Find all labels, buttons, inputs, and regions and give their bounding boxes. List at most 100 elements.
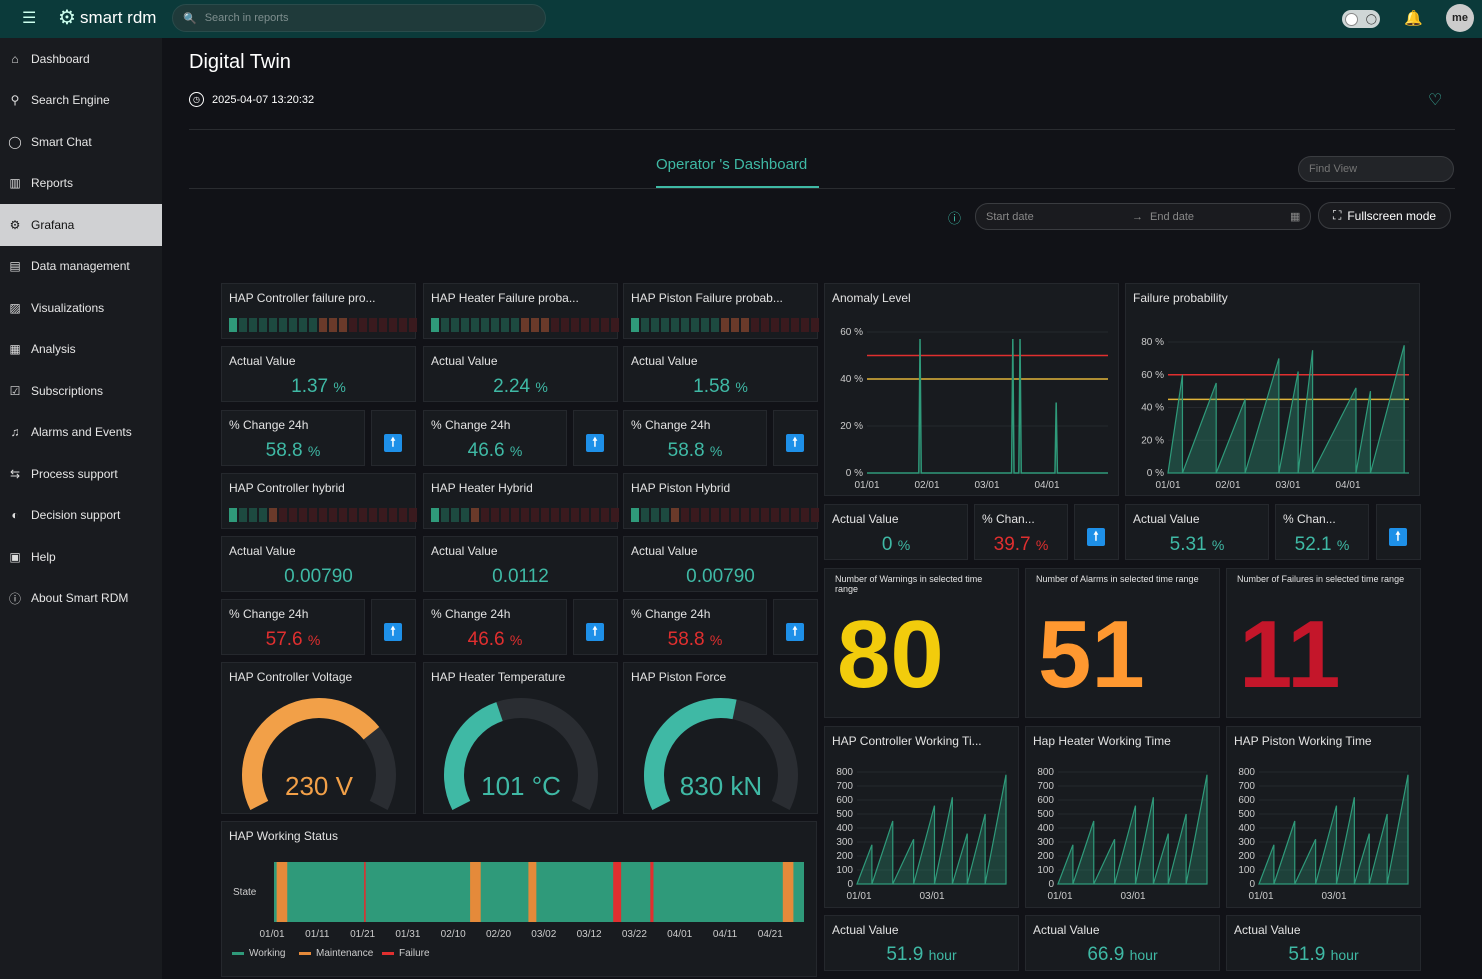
sidebar-item-process-support[interactable]: ⇆ Process support [0,453,162,495]
find-view-input[interactable] [1298,156,1454,182]
gauge-fill [644,698,737,810]
panel-title: Actual Value [1234,923,1301,937]
panel-title: HAP Controller hybrid [229,481,345,495]
sidebar-item-grafana[interactable]: ⚙ Grafana [0,204,162,246]
sidebar-item-about-smart-rdm[interactable]: ⓘ About Smart RDM [0,578,162,620]
date-range-picker[interactable]: Start date → End date ▦ [975,203,1311,230]
value-number: 66.9 [1087,944,1125,965]
y-tick-label: 600 [836,795,853,806]
x-tick-label: 01/01 [259,929,284,940]
bar-segment [399,508,407,522]
panel-title: HAP Controller Voltage [229,670,353,684]
value-number: 51.9 [1288,944,1326,965]
bar-segment [711,318,719,332]
toggle-knob [1345,12,1358,26]
sidebar-item-subscriptions[interactable]: ☑ Subscriptions [0,370,162,412]
sidebar-item-label: Decision support [31,508,121,523]
x-tick-label: 02/01 [1215,480,1240,491]
anomaly-actual-value: 0 % [825,534,967,556]
bar-segment [731,508,739,522]
brand-name: smart rdm [79,7,157,27]
bar-segment [631,318,639,332]
state-segment [528,862,537,922]
bar-segment [611,508,619,522]
sidebar-item-smart-chat[interactable]: ◯ Smart Chat [0,121,162,163]
sidebar-item-analysis[interactable]: ▦ Analysis [0,329,162,371]
sidebar-item-visualizations[interactable]: ▨ Visualizations [0,287,162,329]
calendar-icon[interactable]: ▦ [1290,211,1301,223]
search-icon: 🔍 [183,12,197,25]
bar-segment [431,318,439,332]
arrows-icon: ⇆ [9,466,21,481]
menu-icon[interactable]: ☰ [22,10,37,27]
gauge-chart: 101 °C [444,698,598,810]
bar-segment [299,318,307,332]
working-time-value: 66.9 hour [1026,944,1219,966]
value-unit: % [333,379,346,395]
avatar[interactable]: me [1446,4,1474,32]
bar-segment [329,318,337,332]
brand-logo[interactable]: ⚙ smart rdm [58,5,156,30]
sidebar: ⌂ Dashboard ⚲ Search Engine ◯ Smart Chat ▥ Repo… [0,38,162,979]
trend-panel: 🠕 [371,599,416,655]
sidebar-item-decision-support[interactable]: ◐ Decision support [0,495,162,537]
legend-swatch [299,952,311,955]
sidebar-item-label: Process support [31,466,118,481]
search-bar[interactable]: 🔍 [172,4,546,32]
anomaly-change-value: 39.7 % [975,534,1067,556]
favorite-heart-icon[interactable]: ♡ [1428,92,1443,109]
probability-segment-bar [431,318,619,332]
gauge-fill [242,698,380,810]
bar-segment [279,508,287,522]
bar-segment [259,318,267,332]
value-unit: % [509,632,523,648]
theme-toggle[interactable]: ◯ [1342,10,1380,28]
hybrid-actual-value: 0.00790 [624,566,817,588]
bar-segment [601,508,609,522]
working-time-actual-panel: Actual Value 66.9 hour [1025,915,1220,971]
value-number: 57.6 [265,629,303,650]
bar-segment [339,318,347,332]
sidebar-item-label: Alarms and Events [31,425,132,440]
legend-swatch [382,952,394,955]
bar-segment [451,508,459,522]
bar-segment [551,508,559,522]
panel-title: % Chan... [1283,512,1336,526]
bar-segment [299,508,307,522]
sidebar-item-reports[interactable]: ▥ Reports [0,163,162,205]
sidebar-item-data-management[interactable]: ▤ Data management [0,246,162,288]
start-date-field[interactable]: Start date [986,210,1034,223]
value-unit: % [1211,537,1225,553]
panel-title: HAP Piston Working Time [1234,734,1372,748]
bell-icon: ♫ [10,425,20,440]
bar-segment [551,318,559,332]
bar-segment [761,508,769,522]
bar-segment [531,318,539,332]
state-segment [650,862,654,922]
bar-segment [389,508,397,522]
fullscreen-button[interactable]: ⛶ Fullscreen mode [1318,202,1451,229]
sidebar-item-help[interactable]: ▣ Help [0,536,162,578]
logo-gear-icon: ⚙ [58,7,76,29]
decision-icon: ◐ [11,508,19,523]
sidebar-item-dashboard[interactable]: ⌂ Dashboard [0,38,162,80]
search-input[interactable] [204,12,525,24]
x-tick-label: 01/01 [854,480,879,491]
database-icon: ▤ [9,259,21,274]
bar-segment [681,508,689,522]
sidebar-item-alarms-and-events[interactable]: ♫ Alarms and Events [0,412,162,454]
bar-segment [319,318,327,332]
value-unit: % [735,379,748,395]
count-label: Number of Warnings in selected time rang… [835,574,983,594]
gauge-panel: HAP Controller Voltage 230 V [221,662,416,814]
divider [189,188,1455,189]
gauge-value: 230 V [285,771,354,801]
state-segment [364,862,366,922]
end-date-field[interactable]: End date [1150,210,1195,223]
sidebar-item-search-engine[interactable]: ⚲ Search Engine [0,80,162,122]
info-icon[interactable]: ⓘ [948,211,962,226]
sidebar-item-label: Search Engine [31,93,110,108]
notification-bell-icon[interactable]: 🔔 [1404,10,1423,27]
anomaly-change-panel: % Chan... 39.7 % [974,504,1068,560]
tab-operators-dashboard[interactable]: Operator 's Dashboard [656,156,808,173]
